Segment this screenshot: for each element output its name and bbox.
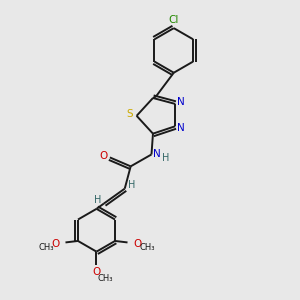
Text: O: O (92, 267, 101, 277)
Text: CH₃: CH₃ (139, 243, 154, 252)
Text: CH₃: CH₃ (38, 243, 54, 252)
Text: H: H (128, 180, 135, 190)
Text: Cl: Cl (169, 15, 179, 25)
Text: H: H (162, 153, 169, 163)
Text: N: N (177, 98, 185, 107)
Text: O: O (134, 239, 142, 249)
Text: O: O (51, 239, 59, 249)
Text: N: N (153, 149, 161, 160)
Text: O: O (99, 151, 107, 161)
Text: CH₃: CH₃ (98, 274, 113, 283)
Text: H: H (94, 195, 101, 205)
Text: N: N (177, 123, 185, 133)
Text: S: S (127, 109, 134, 119)
